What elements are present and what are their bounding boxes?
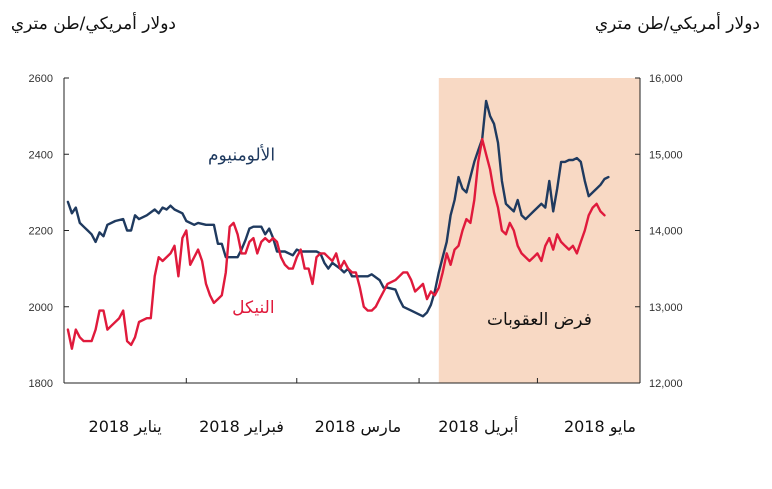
left-tick-label: 2200 (29, 226, 53, 238)
aluminium-series-line (66, 99, 610, 318)
month-label: مارس 2018 (315, 417, 402, 437)
right-tick-label: 12,000 (649, 378, 683, 390)
aluminium-series-label: الألومنيوم (208, 144, 275, 165)
right-tick-label: 13,000 (649, 302, 683, 314)
right-tick-label: 16,000 (649, 73, 683, 85)
sanctions-shaded-region (438, 78, 640, 383)
left-tick-label: 1800 (29, 378, 53, 390)
nickel-series-label: النيكل (232, 298, 274, 318)
nickel-series-line (66, 137, 606, 350)
right-tick-label: 14,000 (649, 226, 683, 238)
month-label: فبراير 2018 (199, 417, 284, 437)
left-tick-label: 2600 (29, 73, 53, 85)
left-axis-unit-label: دولار أمريكي/طن متري (11, 12, 176, 34)
month-label: أبريل 2018 (438, 416, 518, 437)
month-label: يناير 2018 (89, 417, 162, 437)
sanctions-annotation-label: فرض العقوبات (487, 310, 592, 330)
left-tick-label: 2000 (29, 302, 53, 314)
month-label: مايو 2018 (564, 417, 636, 437)
right-axis-unit-label: دولار أمريكي/طن متري (595, 12, 760, 34)
left-tick-label: 2400 (29, 149, 53, 161)
right-tick-label: 15,000 (649, 149, 683, 161)
